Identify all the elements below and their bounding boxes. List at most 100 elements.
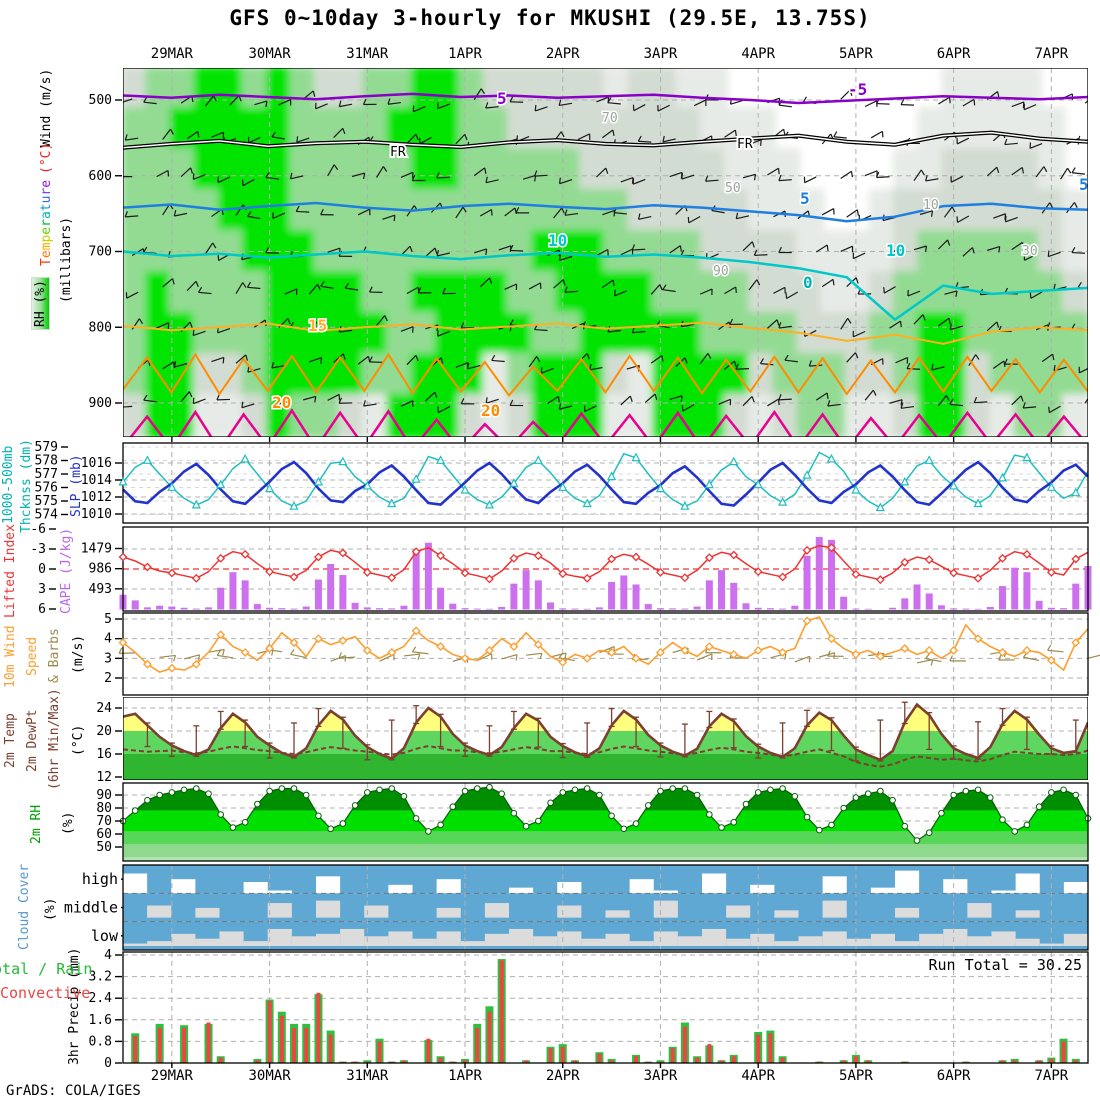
precip-convective-bar [340,1061,345,1063]
cloud-gap [967,936,992,946]
temperature-letter: e [39,226,54,235]
cape-bar [437,587,445,610]
date-label: 4APR [741,1068,776,1084]
cloud-gap [1063,933,1088,946]
cape-lifted-index-panel [119,526,1092,612]
tick-label: 579 [35,440,58,455]
cloud-row-label: high [82,870,118,888]
cape-bar [998,586,1006,610]
axis-label-temperature: Temperature [39,180,54,266]
cloud-gap [726,938,751,946]
tick-label: 493 [89,582,112,597]
cape-bar [327,564,335,610]
slp-thickness-panel [122,442,1089,524]
temp-contour-label: 5 [497,89,507,108]
cape-bar [840,596,848,610]
axis-label-speed: Speed [25,636,40,676]
temperature-letter: u [39,195,54,204]
rh-2m-panel [119,782,1092,862]
axis-label-2m-dewpt: 2m DewPt [25,709,40,772]
temp-contour-label: 5 [1079,175,1089,194]
cloud-gap [870,933,895,946]
cape-bar [950,608,958,610]
axis-label-ms-unit: (m/s) [71,634,86,674]
tick-label: 2 [104,671,112,686]
tick-label: -6 [30,522,46,537]
cloud-gap [967,903,992,918]
cloud-gap [822,876,847,894]
cape-bar [1011,567,1019,610]
cape-bar [852,608,860,610]
cloud-gap [557,905,582,918]
cape-bar [608,582,616,610]
cape-bar [498,606,506,610]
precip-convective-bar [267,1000,272,1063]
rh-contour-label: 10 [923,198,939,213]
cape-bar [534,580,542,610]
tick-label: 578 [35,454,58,469]
temperature-letter: m [39,242,54,251]
cloud-gap [509,928,534,946]
cape-bar [400,605,408,610]
cape-bar [449,603,457,610]
axis-label-cloud-cover: Cloud Cover [17,863,32,950]
cloud-gap [991,890,1016,894]
cape-bar [595,607,603,610]
tick-label: 900 [89,396,112,411]
tick-label: 1010 [81,507,112,522]
precip-convective-bar [682,1026,687,1063]
cloud-gap [171,933,196,946]
tick-label: 20 [96,724,112,739]
temp-contour-label: -5 [848,80,867,99]
precip-convective-bar [572,1060,577,1063]
cape-bar [363,607,371,610]
precip-convective-bar [255,1060,260,1063]
tick-label: 3 [104,651,112,666]
precip-convective-bar [524,1060,529,1063]
date-label: 4APR [741,46,776,62]
tick-label: 16 [96,747,112,762]
legend-total-rain: Total / Rain [0,960,93,978]
cloud-gap [436,931,461,946]
cross-section-panel: 70 50 90 30 10 5 -5 5 5 10 10 0 15 20 20 FR FR [123,68,1089,437]
date-label: 7APR [1034,46,1069,62]
axis-label-barbs: & Barbs [47,628,62,683]
tick-label: 12 [96,770,112,785]
cloud-gap [822,900,847,918]
cape-bar [314,579,322,610]
cape-bar [571,608,579,610]
tick-label: 1014 [81,473,112,488]
cloud-gap [147,905,172,918]
cape-bar [632,584,640,610]
cloud-gap [1039,943,1064,946]
cloud-gap [557,931,582,946]
cape-bar [131,600,139,610]
axis-label-2m-rh: 2m RH [29,804,44,844]
cape-bar [644,604,652,610]
cape-bar [547,602,555,610]
rh-contour-label: 50 [725,181,741,196]
tick-label: 3 [38,582,46,597]
tick-label: 90 [96,788,112,803]
precip-convective-bar [389,1061,394,1063]
precip-convective-bar [597,1053,602,1063]
date-label: 3APR [643,46,678,62]
cloud-gap [653,890,678,894]
precip-convective-bar [499,960,504,1063]
cloud-gap [822,931,847,946]
legend-convective: Convective [0,984,91,1002]
temp-contour-label: 20 [272,393,291,412]
cloud-gap [943,879,968,894]
temperature-letter: e [39,250,54,259]
cape-bar [986,606,994,610]
tick-label: 60 [96,827,112,842]
tick-label: 1012 [81,490,112,505]
precip-convective-bar [853,1056,858,1063]
cloud-gap [605,933,630,946]
cloud-gap [1015,873,1040,894]
cape-bar [742,603,750,610]
cloud-gap [147,941,172,946]
cape-bar [693,606,701,610]
tick-label: 1016 [81,456,112,471]
